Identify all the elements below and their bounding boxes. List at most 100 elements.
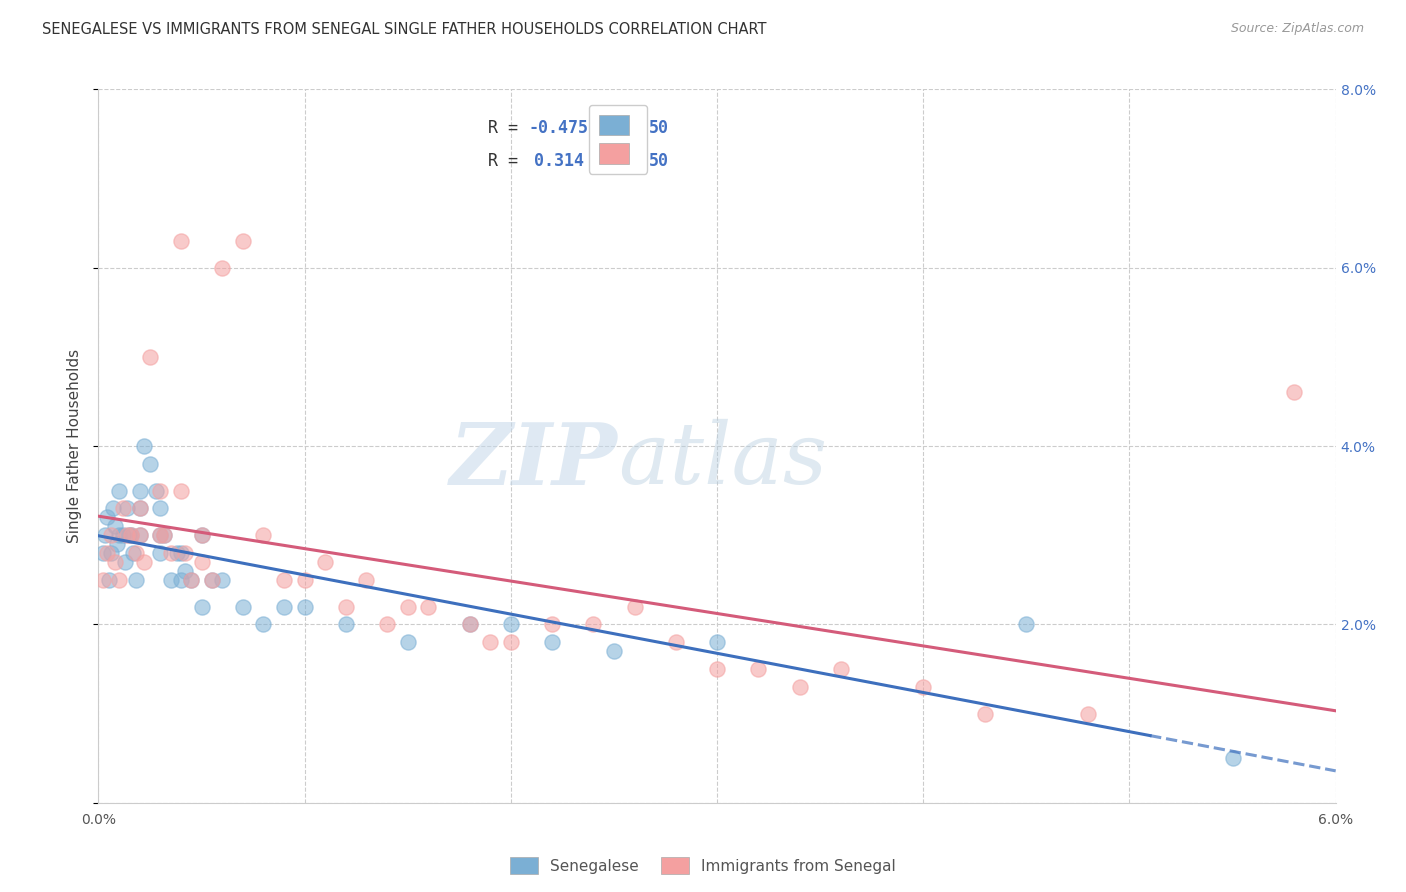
- Point: [499, 617, 522, 632]
- Point: [97, 573, 120, 587]
- Point: [128, 528, 150, 542]
- Point: [128, 501, 150, 516]
- Point: [170, 546, 193, 560]
- Point: [128, 483, 150, 498]
- Point: [139, 457, 162, 471]
- Point: [541, 635, 564, 649]
- Point: [479, 635, 502, 649]
- Point: [108, 483, 131, 498]
- Point: [747, 662, 769, 676]
- Point: [706, 662, 728, 676]
- Point: [418, 599, 440, 614]
- Point: [1015, 617, 1038, 632]
- Point: [149, 528, 172, 542]
- Point: [974, 706, 997, 721]
- Point: [104, 555, 127, 569]
- Point: [356, 573, 378, 587]
- Point: [232, 234, 254, 248]
- Text: 50: 50: [650, 120, 669, 137]
- Point: [170, 483, 193, 498]
- Point: [314, 555, 336, 569]
- Text: 50: 50: [650, 152, 669, 169]
- Point: [105, 537, 128, 551]
- Point: [252, 617, 274, 632]
- Point: [122, 546, 145, 560]
- Point: [93, 528, 115, 542]
- Point: [190, 528, 212, 542]
- Point: [174, 546, 197, 560]
- Point: [458, 617, 481, 632]
- Point: [108, 573, 131, 587]
- Point: [273, 599, 295, 614]
- Point: [603, 644, 626, 658]
- Text: ZIP: ZIP: [450, 418, 619, 502]
- Point: [912, 680, 935, 694]
- Point: [120, 528, 142, 542]
- Point: [252, 528, 274, 542]
- Point: [665, 635, 688, 649]
- Point: [211, 573, 233, 587]
- Point: [211, 260, 233, 275]
- Point: [124, 573, 146, 587]
- Point: [190, 528, 212, 542]
- Point: [112, 528, 135, 542]
- Point: [335, 617, 357, 632]
- Text: 0.314: 0.314: [534, 152, 583, 169]
- Point: [124, 546, 146, 560]
- Point: [149, 483, 172, 498]
- Point: [294, 573, 316, 587]
- Point: [180, 573, 202, 587]
- Point: [128, 501, 150, 516]
- Point: [114, 555, 136, 569]
- Point: [190, 555, 212, 569]
- Point: [139, 350, 162, 364]
- Text: N =: N =: [612, 120, 652, 137]
- Point: [104, 519, 127, 533]
- Point: [499, 635, 522, 649]
- Point: [789, 680, 811, 694]
- Point: [1284, 385, 1306, 400]
- Point: [159, 573, 181, 587]
- Point: [201, 573, 224, 587]
- Text: Source: ZipAtlas.com: Source: ZipAtlas.com: [1230, 22, 1364, 36]
- Point: [112, 501, 135, 516]
- Point: [170, 573, 193, 587]
- Point: [149, 546, 172, 560]
- Point: [118, 528, 141, 542]
- Point: [100, 546, 122, 560]
- Point: [91, 546, 114, 560]
- Point: [396, 599, 419, 614]
- Text: -0.475: -0.475: [529, 120, 589, 137]
- Point: [149, 501, 172, 516]
- Point: [335, 599, 357, 614]
- Point: [117, 501, 139, 516]
- Text: atlas: atlas: [619, 419, 827, 501]
- Point: [100, 528, 122, 542]
- Text: R =: R =: [488, 120, 529, 137]
- Point: [166, 546, 188, 560]
- Point: [132, 555, 155, 569]
- Point: [396, 635, 419, 649]
- Point: [706, 635, 728, 649]
- Point: [623, 599, 645, 614]
- Point: [180, 573, 202, 587]
- Point: [830, 662, 852, 676]
- Point: [159, 546, 181, 560]
- Point: [582, 617, 605, 632]
- Point: [153, 528, 176, 542]
- Point: [190, 599, 212, 614]
- Point: [541, 617, 564, 632]
- Text: SENEGALESE VS IMMIGRANTS FROM SENEGAL SINGLE FATHER HOUSEHOLDS CORRELATION CHART: SENEGALESE VS IMMIGRANTS FROM SENEGAL SI…: [42, 22, 766, 37]
- Point: [149, 528, 172, 542]
- Point: [117, 528, 139, 542]
- Point: [153, 528, 176, 542]
- Point: [458, 617, 481, 632]
- Point: [91, 573, 114, 587]
- Point: [96, 510, 118, 524]
- Legend: Senegalese, Immigrants from Senegal: Senegalese, Immigrants from Senegal: [503, 851, 903, 880]
- Point: [108, 528, 131, 542]
- Point: [128, 528, 150, 542]
- Point: [294, 599, 316, 614]
- Point: [132, 439, 155, 453]
- Text: R =: R =: [488, 152, 529, 169]
